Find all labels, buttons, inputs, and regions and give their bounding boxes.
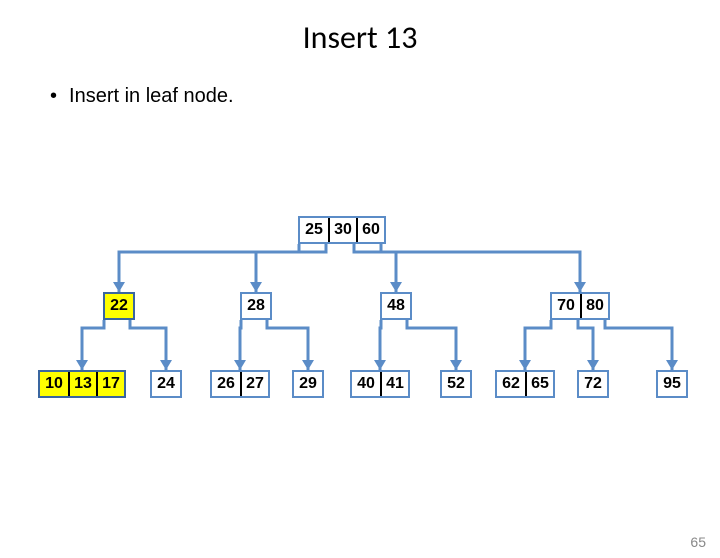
node-key: 25	[300, 218, 328, 242]
internal-node: 7080	[550, 292, 610, 320]
node-key: 72	[579, 372, 607, 396]
node-key: 40	[352, 372, 380, 396]
node-key: 65	[525, 372, 553, 396]
leaf-node: 6265	[495, 370, 555, 398]
btree-diagram: 2530602228487080101317242627294041526265…	[0, 18, 720, 558]
node-key: 48	[382, 294, 410, 318]
node-key: 52	[442, 372, 470, 396]
leaf-node: 95	[656, 370, 688, 398]
leaf-node: 2627	[210, 370, 270, 398]
leaf-node: 4041	[350, 370, 410, 398]
leaf-node: 29	[292, 370, 324, 398]
node-key: 28	[242, 294, 270, 318]
node-key: 80	[580, 294, 608, 318]
node-key: 22	[105, 294, 133, 318]
node-key: 10	[40, 372, 68, 396]
node-key: 26	[212, 372, 240, 396]
node-key: 60	[356, 218, 384, 242]
leaf-node: 72	[577, 370, 609, 398]
node-key: 95	[658, 372, 686, 396]
node-key: 41	[380, 372, 408, 396]
node-key: 17	[96, 372, 124, 396]
leaf-node: 52	[440, 370, 472, 398]
node-key: 62	[497, 372, 525, 396]
node-key: 27	[240, 372, 268, 396]
edge-layer	[0, 18, 720, 558]
internal-node: 22	[103, 292, 135, 320]
node-key: 29	[294, 372, 322, 396]
leaf-node: 24	[150, 370, 182, 398]
page-number: 65	[690, 534, 706, 550]
node-key: 30	[328, 218, 356, 242]
internal-node: 28	[240, 292, 272, 320]
node-key: 70	[552, 294, 580, 318]
root-node: 253060	[298, 216, 386, 244]
internal-node: 48	[380, 292, 412, 320]
node-key: 13	[68, 372, 96, 396]
node-key: 24	[152, 372, 180, 396]
leaf-node: 101317	[38, 370, 126, 398]
